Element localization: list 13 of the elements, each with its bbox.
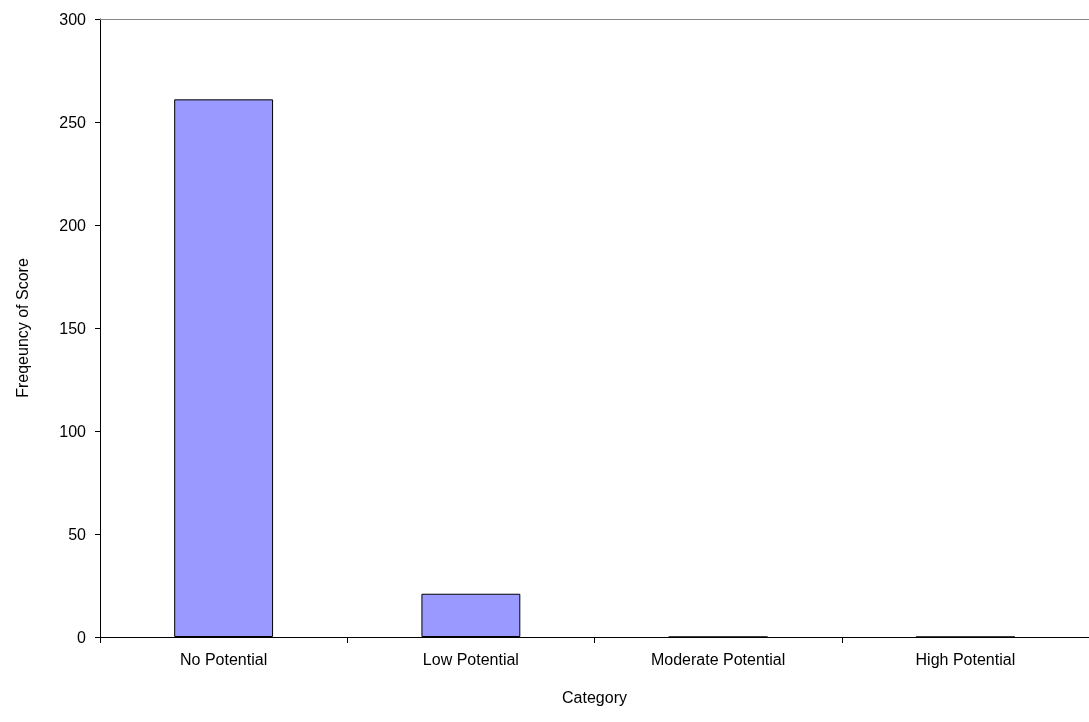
y-tick-label: 50 xyxy=(68,525,87,543)
x-tick-label: Moderate Potential xyxy=(650,650,786,668)
y-tick-label: 150 xyxy=(59,319,87,337)
x-tick-label: High Potential xyxy=(915,650,1016,668)
y-axis-title: Freqeuncy of Score xyxy=(13,258,31,398)
y-tick-label: 250 xyxy=(59,113,87,131)
y-tick-label: 200 xyxy=(59,216,87,234)
y-tick-label: 100 xyxy=(59,422,87,440)
x-tick-label: No Potential xyxy=(180,650,268,668)
y-tick-label: 300 xyxy=(59,10,87,28)
y-tick-label: 0 xyxy=(77,628,87,646)
x-axis-title: Category xyxy=(562,688,627,706)
x-tick-label: Low Potential xyxy=(422,650,519,668)
